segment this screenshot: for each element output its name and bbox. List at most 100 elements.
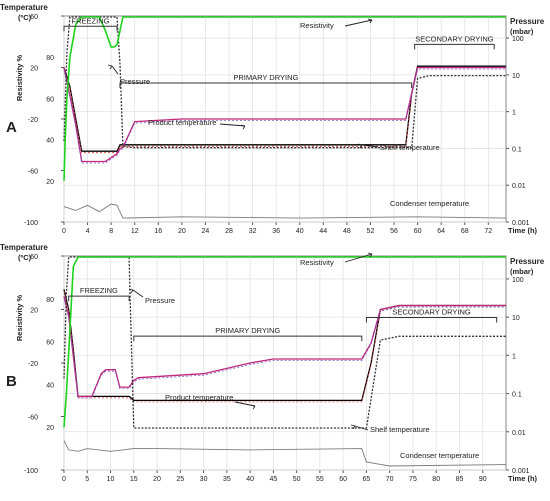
- annotation-arrowhead: [107, 64, 113, 70]
- x-axis-label: Time (h): [508, 474, 538, 483]
- panel-label: A: [6, 119, 17, 136]
- x-tick-label: 8: [109, 228, 113, 235]
- annotation-arrow: [354, 425, 369, 431]
- resistivity-tick-label: 80: [46, 55, 54, 62]
- x-tick-label: 72: [484, 228, 492, 235]
- x-tick-label: 52: [367, 228, 375, 235]
- x-tick-label: 35: [223, 476, 231, 483]
- resistivity-tick-label: 80: [46, 297, 54, 304]
- temp-tick-label: -20: [28, 361, 38, 368]
- x-tick-label: 65: [363, 476, 371, 483]
- series-line-pressure: [63, 16, 506, 149]
- phase-bracket: [414, 43, 495, 50]
- annotation-arrow: [111, 65, 119, 75]
- annotation-arrowhead: [350, 424, 356, 430]
- pressure-tick-label: 100: [512, 277, 524, 284]
- annotation-resistivity: Resistivity: [300, 258, 334, 267]
- x-tick-label: 70: [386, 476, 394, 483]
- right-axis-unit: (mbar): [510, 267, 534, 276]
- phase-bracket: [133, 335, 363, 342]
- series-line-product-temperature-trace: [63, 68, 506, 164]
- x-tick-label: 85: [456, 476, 464, 483]
- pressure-tick-label: 0.01: [512, 183, 526, 190]
- left-axis-title: Temperature: [0, 3, 48, 12]
- right-axis-title: Pressure: [510, 257, 545, 266]
- series-line-product-temperature: [63, 295, 506, 398]
- x-tick-label: 40: [296, 228, 304, 235]
- x-tick-label: 20: [153, 476, 161, 483]
- left-axis-title: Temperature: [0, 243, 48, 252]
- annotation-product-temperature: Product temperature: [148, 118, 216, 127]
- right-axis-title: Pressure: [510, 17, 545, 26]
- x-tick-label: 45: [269, 476, 277, 483]
- phase-bracket: [365, 317, 498, 323]
- x-tick-label: 0: [62, 228, 66, 235]
- pressure-tick-label: 0.001: [512, 220, 530, 227]
- temp-tick-label: 60: [30, 254, 38, 261]
- annotation-resistivity: Resistivity: [300, 21, 334, 30]
- annotation-condenser-temperature: Condenser temperature: [400, 451, 479, 460]
- x-tick-label: 24: [202, 228, 210, 235]
- x-tick-label: 64: [437, 228, 445, 235]
- resistivity-tick-label: 40: [46, 382, 54, 389]
- annotation-arrow: [219, 123, 246, 127]
- x-tick-label: 80: [432, 476, 440, 483]
- temp-tick-label: 20: [30, 308, 38, 315]
- temp-tick-label: -60: [28, 415, 38, 422]
- temp-tick-label: -100: [24, 220, 38, 227]
- phase-label: SECONDARY DRYING: [415, 34, 494, 43]
- pressure-tick-label: 1: [512, 110, 516, 117]
- temp-tick-label: 60: [30, 14, 38, 21]
- series-line-condenser-temperature: [63, 203, 507, 219]
- annotation-arrowhead: [250, 404, 256, 410]
- left-axis-unit: (ºC): [18, 13, 32, 22]
- x-tick-label: 50: [293, 476, 301, 483]
- annotation-shelf-temperature: Shelf temperature: [370, 425, 430, 434]
- x-tick-label: 20: [178, 228, 186, 235]
- x-tick-label: 4: [86, 228, 90, 235]
- series-line-shelf-temperature-trace: [63, 67, 506, 154]
- pressure-tick-label: 100: [512, 36, 524, 43]
- panel-label: B: [6, 373, 17, 390]
- series-line-resistivity: [63, 256, 506, 428]
- annotation-pressure: Pressure: [120, 77, 150, 86]
- resistivity-tick-label: 20: [46, 179, 54, 186]
- series-line-condenser-temperature: [63, 440, 507, 467]
- annotation-product-temperature: Product temperature: [165, 393, 233, 402]
- resistivity-tick-label: 60: [46, 96, 54, 103]
- pressure-tick-label: 0.001: [512, 468, 530, 475]
- resistivity-axis-label: Resistivity %: [15, 295, 24, 342]
- temp-tick-label: -60: [28, 169, 38, 176]
- chart-panel-b: 0 5 10 15 20 25 30 35 40 45 50 55 60 65 70 75 80 85 90 0.00…: [0, 243, 545, 483]
- annotation-arrow: [344, 253, 373, 263]
- x-tick-label: 12: [131, 228, 139, 235]
- annotation-arrowhead: [367, 18, 373, 24]
- phase-bracket: [119, 82, 413, 88]
- annotation-pressure: Pressure: [145, 296, 175, 305]
- x-tick-label: 40: [246, 476, 254, 483]
- phase-label: PRIMARY DRYING: [215, 326, 280, 335]
- temp-tick-label: -100: [24, 468, 38, 475]
- annotation-arrowhead: [128, 288, 134, 294]
- annotation-arrowhead: [357, 143, 363, 149]
- x-tick-label: 60: [339, 476, 347, 483]
- phase-label: FREEZING: [72, 16, 110, 25]
- series-line-product-temperature-trace: [63, 297, 506, 399]
- chart-panel-a: 0 4 8 12 16 20 24 28 32 36 40 44 48 52 56 60 64 68 720.001…: [0, 3, 545, 235]
- annotation-shelf-temperature: Shelf temperature: [380, 143, 440, 152]
- resistivity-tick-label: 20: [46, 425, 54, 432]
- left-axis-unit: (ºC): [18, 253, 32, 262]
- resistivity-tick-label: 60: [46, 340, 54, 347]
- x-tick-label: 15: [130, 476, 138, 483]
- phase-label: SECONDARY DRYING: [392, 308, 471, 317]
- series-line-pressure: [63, 256, 506, 429]
- x-tick-label: 10: [107, 476, 115, 483]
- x-tick-label: 55: [316, 476, 324, 483]
- x-tick-label: 0: [62, 476, 66, 483]
- x-tick-label: 5: [85, 476, 89, 483]
- pressure-tick-label: 10: [512, 73, 520, 80]
- plot-area: [63, 255, 507, 471]
- annotation-arrow: [132, 289, 144, 298]
- x-tick-label: 16: [154, 228, 162, 235]
